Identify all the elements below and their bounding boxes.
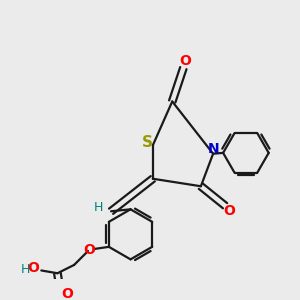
Text: O: O [223, 204, 235, 218]
Text: H: H [20, 262, 30, 276]
Text: S: S [142, 134, 153, 149]
Text: O: O [179, 54, 191, 68]
Text: O: O [61, 287, 73, 300]
Text: H: H [94, 201, 103, 214]
Text: O: O [28, 261, 40, 275]
Text: N: N [207, 142, 219, 156]
Text: O: O [83, 244, 95, 257]
